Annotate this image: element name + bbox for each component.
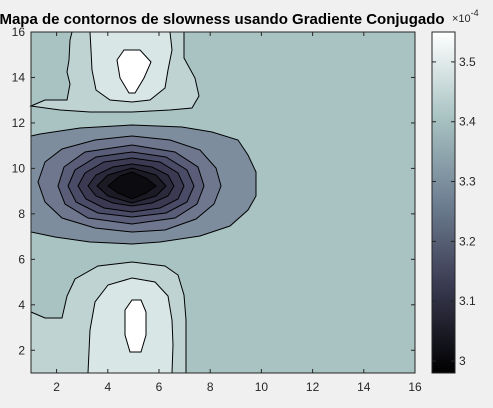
colorbar: ×10-4 3 3.1 3.2 3.3 3.4 3.5 xyxy=(431,8,479,374)
x-tick-label: 4 xyxy=(104,380,111,394)
plot-frame xyxy=(30,31,416,374)
contour-min-2.98 xyxy=(107,171,157,200)
y-tick-label: 2 xyxy=(18,343,25,357)
x-tick-label: 16 xyxy=(408,380,422,394)
x-tick-label: 8 xyxy=(207,380,214,394)
colorbar-tick-label: 3.3 xyxy=(459,175,476,189)
x-tick-label: 2 xyxy=(53,380,60,394)
colorbar-tick-label: 3.1 xyxy=(459,294,476,308)
contour-plot-area xyxy=(29,31,416,374)
y-tick-label: 16 xyxy=(12,25,26,39)
colorbar-multiplier: ×10-4 xyxy=(452,8,479,25)
y-tick-label: 6 xyxy=(18,252,25,266)
colorbar-tick-label: 3.5 xyxy=(459,55,476,69)
colorbar-tick-label: 3.4 xyxy=(459,115,476,129)
colorbar-tick-label: 3.2 xyxy=(459,234,476,248)
x-axis: 2 4 6 8 10 12 14 16 xyxy=(53,32,422,394)
colorbar-ticks: 3 3.1 3.2 3.3 3.4 3.5 xyxy=(432,55,476,368)
contour-lower-3.5 xyxy=(124,299,147,353)
chart-title: Mapa de contornos de slowness usando Gra… xyxy=(0,11,445,28)
y-tick-label: 4 xyxy=(18,298,25,312)
x-tick-label: 14 xyxy=(357,380,371,394)
y-tick-label: 12 xyxy=(12,116,26,130)
colorbar-gradient xyxy=(431,31,456,374)
x-tick-label: 10 xyxy=(255,380,269,394)
y-tick-label: 14 xyxy=(12,70,26,84)
contour-upper-3.5 xyxy=(116,49,152,94)
x-tick-label: 12 xyxy=(306,380,320,394)
y-axis: 2 4 6 8 10 12 14 16 xyxy=(12,25,415,357)
y-tick-label: 8 xyxy=(18,207,25,221)
colorbar-tick-label: 3 xyxy=(459,354,466,368)
x-tick-label: 6 xyxy=(156,380,163,394)
y-tick-label: 10 xyxy=(12,161,26,175)
